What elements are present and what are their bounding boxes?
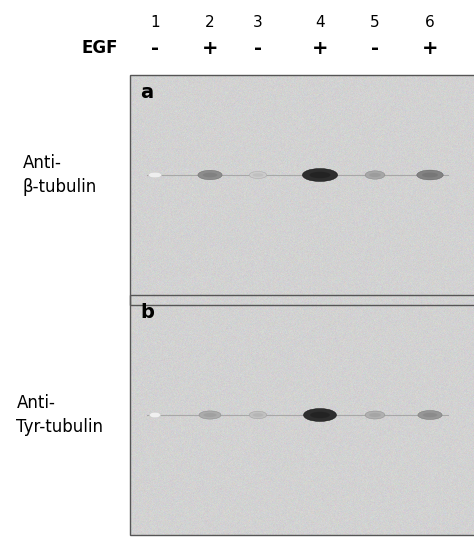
Text: EGF: EGF <box>82 39 118 57</box>
Ellipse shape <box>148 172 162 178</box>
Ellipse shape <box>422 173 438 177</box>
Text: 4: 4 <box>315 15 325 30</box>
Ellipse shape <box>365 171 385 179</box>
Ellipse shape <box>203 413 217 417</box>
Ellipse shape <box>310 171 330 178</box>
Text: 5: 5 <box>370 15 380 30</box>
Ellipse shape <box>417 170 443 180</box>
Ellipse shape <box>310 412 330 418</box>
Bar <box>130 295 474 535</box>
Text: +: + <box>202 38 218 57</box>
Ellipse shape <box>253 173 263 177</box>
Text: a: a <box>140 83 153 102</box>
Text: Anti-
Tyr-tubulin: Anti- Tyr-tubulin <box>17 394 103 436</box>
Ellipse shape <box>369 413 381 417</box>
Ellipse shape <box>418 411 442 419</box>
Ellipse shape <box>302 168 337 181</box>
Text: +: + <box>312 38 328 57</box>
Text: 2: 2 <box>205 15 215 30</box>
Ellipse shape <box>423 413 437 417</box>
Text: Anti-
β-tubulin: Anti- β-tubulin <box>23 154 97 196</box>
Ellipse shape <box>249 171 267 179</box>
Ellipse shape <box>199 411 221 419</box>
Bar <box>130 75 474 305</box>
Text: -: - <box>371 38 379 57</box>
Ellipse shape <box>149 412 161 418</box>
Text: 1: 1 <box>150 15 160 30</box>
Ellipse shape <box>369 173 381 177</box>
Ellipse shape <box>253 413 263 417</box>
Ellipse shape <box>203 173 217 177</box>
Text: 6: 6 <box>425 15 435 30</box>
Ellipse shape <box>365 411 385 419</box>
Text: +: + <box>422 38 438 57</box>
Text: 3: 3 <box>253 15 263 30</box>
Ellipse shape <box>303 408 337 421</box>
Ellipse shape <box>198 170 222 180</box>
Text: b: b <box>140 303 154 322</box>
Ellipse shape <box>249 411 267 419</box>
Text: -: - <box>254 38 262 57</box>
Text: -: - <box>151 38 159 57</box>
